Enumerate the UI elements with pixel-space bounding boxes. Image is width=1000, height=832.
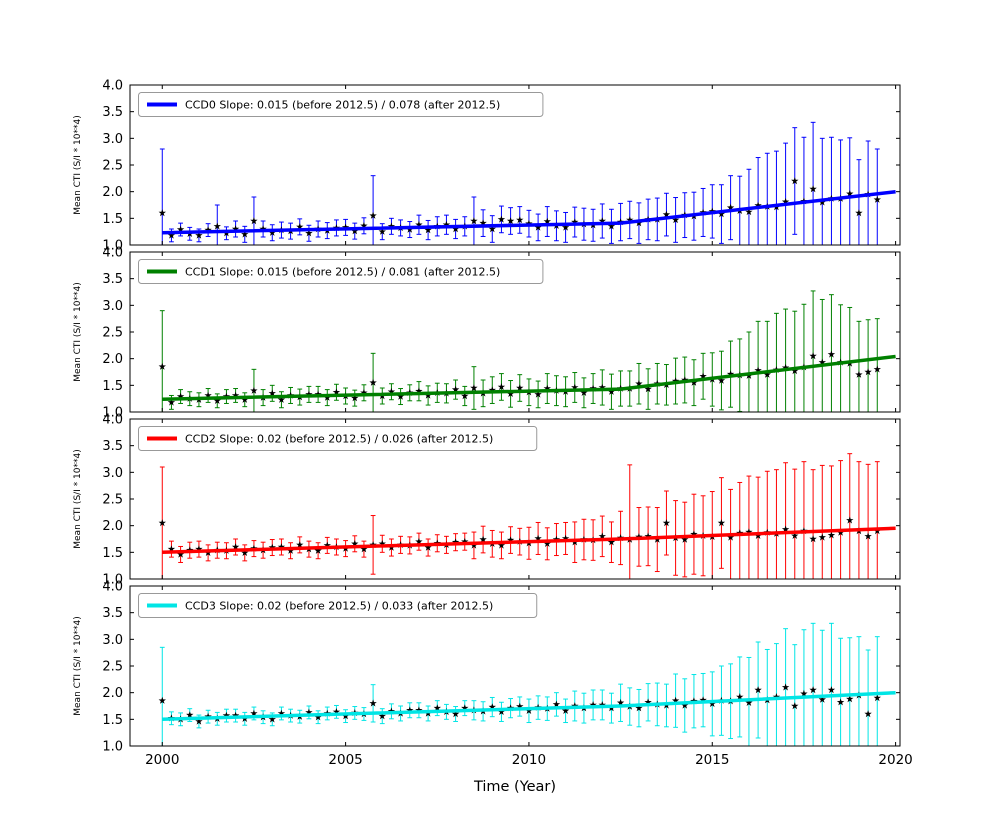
- fit-line: [162, 189, 896, 235]
- y-axis-title: Mean CTI (S/I * 10**4): [73, 282, 83, 382]
- subplot-ccd1: 4.0 3.5 3.0 2.5 2.0 1.5 1.0 Mean CTI (S/I * 10*…: [73, 246, 901, 421]
- x-tick-label: 2015: [695, 752, 729, 768]
- errorbar-series: [159, 121, 880, 245]
- y-tick-label: 4.0: [102, 79, 123, 94]
- y-tick-label: 2.5: [102, 326, 123, 341]
- x-tick-label: 2020: [878, 752, 912, 768]
- legend-label: CCD2 Slope: 0.02 (before 2012.5) / 0.026…: [185, 433, 493, 446]
- subplot-ccd0: 4.0 3.5 3.0 2.5 2.0 1.5 1.0 Mean CTI (S/I * 10*…: [73, 79, 901, 254]
- y-tick-label: 3.0: [102, 132, 123, 147]
- y-tick-label: 4.0: [102, 413, 123, 428]
- y-tick-label: 1.0: [102, 573, 123, 588]
- y-tick-label: 1.0: [102, 406, 123, 421]
- legend-box: [138, 92, 544, 117]
- y-tick-label: 3.5: [102, 105, 123, 120]
- plot-area: [158, 453, 896, 579]
- subplots-group: 4.0 3.5 3.0 2.5 2.0 1.5 1.0 Mean CTI (S/I * 10*…: [73, 79, 913, 769]
- y-tick-label: 3.0: [102, 299, 123, 314]
- fit-line: [162, 526, 896, 555]
- y-tick-label: 3.5: [102, 606, 123, 621]
- y-tick-label: 4.0: [102, 246, 123, 261]
- y-tick-label: 2.0: [102, 185, 123, 200]
- fit-line: [162, 354, 896, 401]
- subplot-ccd3: 4.0 3.5 3.0 2.5 2.0 1.5 1.0 2000 2005 2010 2015 202…: [73, 580, 913, 769]
- y-tick-label: 4.0: [102, 580, 123, 595]
- y-tick-label: 2.0: [102, 519, 123, 534]
- errorbar-series: [159, 290, 880, 412]
- y-axis-title: Mean CTI (S/I * 10**4): [73, 115, 83, 215]
- y-tick-label: 2.5: [102, 493, 123, 508]
- y-tick-label: 1.0: [102, 239, 123, 254]
- legend-box: [138, 593, 538, 618]
- legend-box: [138, 426, 538, 451]
- legend-label: CCD1 Slope: 0.015 (before 2012.5) / 0.08…: [185, 266, 500, 279]
- y-tick-label: 2.5: [102, 660, 123, 675]
- subplot-ccd2: 4.0 3.5 3.0 2.5 2.0 1.5 1.0 Mean CTI (S/I * 10*…: [73, 413, 901, 588]
- legend-label: CCD3 Slope: 0.02 (before 2012.5) / 0.033…: [185, 600, 493, 613]
- legend-box: [138, 259, 544, 284]
- x-axis-title: Time (Year): [473, 779, 556, 795]
- y-axis-title: Mean CTI (S/I * 10**4): [73, 449, 83, 549]
- y-axis-title: Mean CTI (S/I * 10**4): [73, 616, 83, 716]
- plot-area: [158, 290, 896, 412]
- y-tick-label: 1.5: [102, 212, 123, 227]
- x-tick-label: 2010: [512, 752, 546, 768]
- y-tick-label: 1.0: [102, 740, 123, 755]
- x-tick-label: 2000: [145, 752, 179, 768]
- star-markers: [158, 683, 881, 725]
- y-tick-label: 1.5: [102, 713, 123, 728]
- legend-label: CCD0 Slope: 0.015 (before 2012.5) / 0.07…: [185, 99, 500, 112]
- fit-line: [162, 690, 896, 722]
- y-tick-label: 2.0: [102, 686, 123, 701]
- y-tick-label: 3.0: [102, 466, 123, 481]
- y-tick-label: 3.5: [102, 439, 123, 454]
- plot-area: [158, 622, 896, 746]
- y-tick-label: 1.5: [102, 379, 123, 394]
- y-tick-label: 3.0: [102, 633, 123, 648]
- y-tick-label: 2.0: [102, 352, 123, 367]
- y-tick-label: 1.5: [102, 546, 123, 561]
- x-tick-label: 2005: [328, 752, 362, 768]
- plot-area: [158, 121, 896, 245]
- y-tick-label: 3.5: [102, 272, 123, 287]
- y-tick-label: 2.5: [102, 159, 123, 174]
